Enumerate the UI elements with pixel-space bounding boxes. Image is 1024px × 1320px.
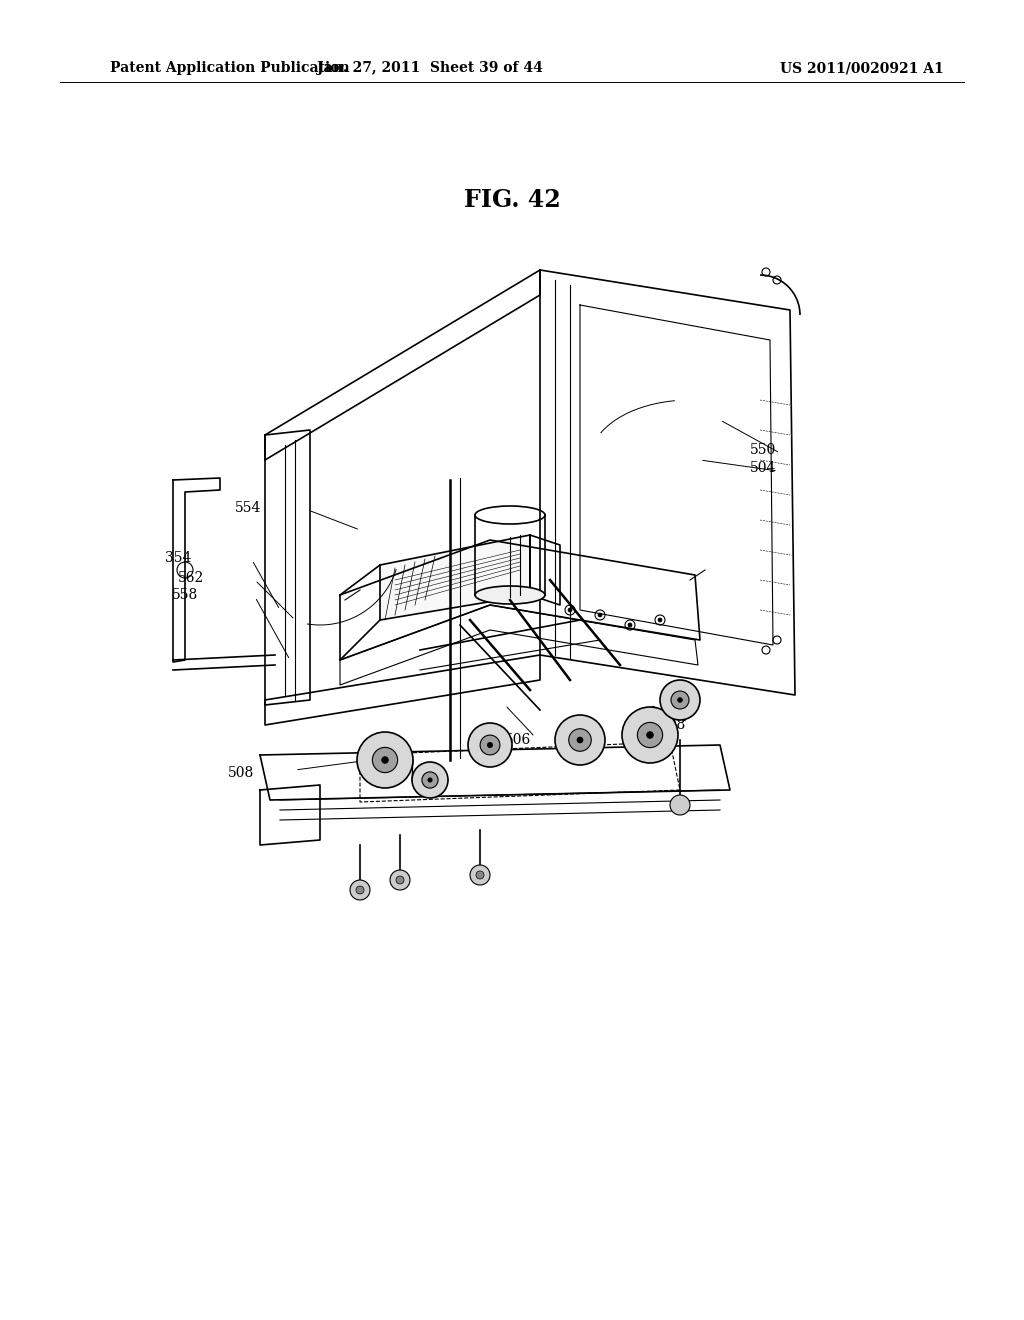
Circle shape (568, 729, 591, 751)
Text: 354: 354 (165, 550, 191, 565)
Circle shape (555, 715, 605, 766)
Circle shape (660, 680, 700, 719)
Circle shape (382, 756, 388, 763)
Circle shape (468, 723, 512, 767)
Circle shape (577, 737, 583, 743)
Polygon shape (380, 535, 530, 620)
Text: 506: 506 (505, 733, 531, 747)
Circle shape (396, 876, 404, 884)
Circle shape (637, 722, 663, 747)
Circle shape (622, 708, 678, 763)
Circle shape (428, 777, 432, 783)
Text: 504: 504 (750, 461, 776, 475)
Text: 558: 558 (172, 587, 199, 602)
Text: Jan. 27, 2011  Sheet 39 of 44: Jan. 27, 2011 Sheet 39 of 44 (317, 61, 543, 75)
Circle shape (628, 623, 632, 627)
Text: 562: 562 (178, 572, 204, 585)
Circle shape (470, 865, 490, 884)
Circle shape (658, 618, 662, 622)
Circle shape (568, 609, 572, 612)
Circle shape (357, 733, 413, 788)
Circle shape (678, 697, 682, 702)
Text: 508: 508 (660, 718, 686, 733)
Circle shape (356, 886, 364, 894)
Circle shape (480, 735, 500, 755)
Text: 554: 554 (234, 502, 261, 515)
Circle shape (646, 731, 653, 738)
Text: Patent Application Publication: Patent Application Publication (110, 61, 349, 75)
Text: US 2011/0020921 A1: US 2011/0020921 A1 (780, 61, 944, 75)
Circle shape (422, 772, 438, 788)
Text: 508: 508 (228, 766, 254, 780)
Circle shape (670, 795, 690, 814)
Circle shape (476, 871, 484, 879)
Text: 550: 550 (750, 444, 776, 457)
Circle shape (671, 690, 689, 709)
Circle shape (487, 742, 493, 747)
Circle shape (373, 747, 397, 772)
Circle shape (350, 880, 370, 900)
Circle shape (598, 612, 602, 616)
Circle shape (390, 870, 410, 890)
Ellipse shape (475, 586, 545, 605)
Text: FIG. 42: FIG. 42 (464, 187, 560, 213)
Circle shape (412, 762, 449, 799)
